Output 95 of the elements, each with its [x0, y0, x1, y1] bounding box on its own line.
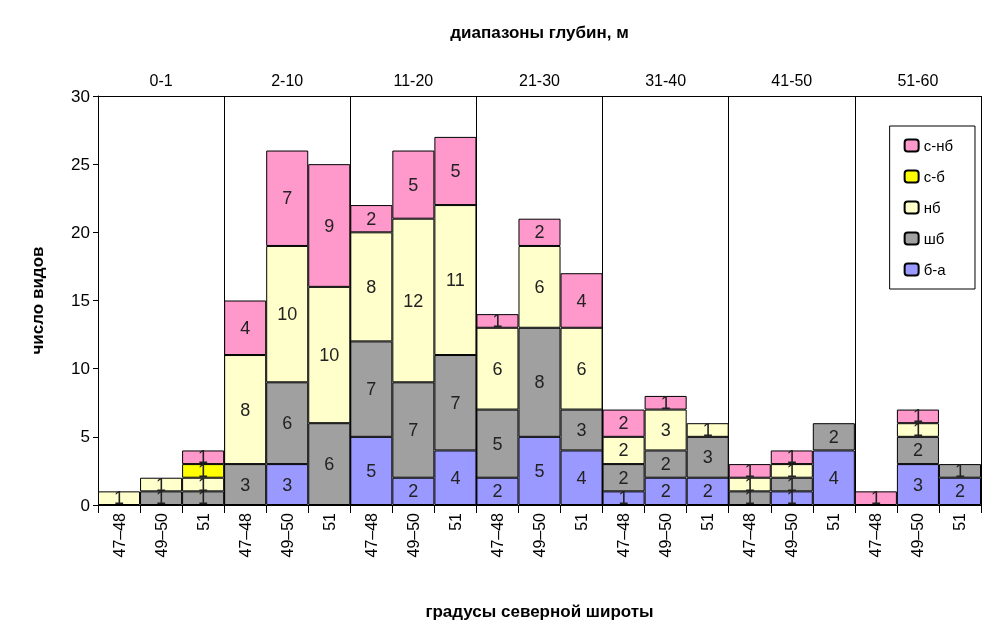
- x-tick-label: 49–50: [531, 512, 548, 558]
- data-label: 6: [324, 454, 335, 475]
- data-label: 8: [534, 372, 545, 393]
- data-label: 7: [282, 188, 293, 209]
- data-label: 5: [366, 460, 377, 481]
- x-tick-label: 47–48: [741, 512, 759, 558]
- y-axis-title: число видов: [28, 246, 47, 355]
- data-label: 5: [534, 460, 545, 481]
- data-label: 2: [912, 440, 923, 461]
- data-label: 2: [408, 481, 419, 502]
- y-tick-label: 20: [71, 222, 90, 242]
- data-label: 10: [319, 345, 340, 366]
- x-tick-label: 51: [699, 512, 717, 531]
- data-label: 2: [492, 481, 503, 502]
- data-label: 8: [366, 276, 377, 297]
- x-tick-label: 49–50: [152, 512, 170, 558]
- text: 11-20: [393, 71, 434, 89]
- data-label: 3: [282, 474, 293, 495]
- x-tick-label: 47–48: [488, 512, 506, 558]
- x-tick-label: 47–48: [867, 512, 885, 558]
- data-label: 3: [240, 474, 251, 495]
- data-label: 3: [702, 447, 713, 468]
- y-tick-label: 30: [71, 86, 90, 106]
- x-tick-label: 51: [194, 512, 212, 531]
- data-label: 3: [912, 474, 923, 495]
- data-label: 5: [492, 433, 503, 454]
- y-tick-label: 10: [71, 359, 90, 379]
- data-label: 1: [660, 392, 671, 413]
- data-label: 4: [576, 290, 587, 311]
- x-tick-label: 51: [446, 512, 464, 531]
- legend-label: шб: [923, 230, 945, 247]
- data-label: 8: [240, 399, 251, 420]
- data-label: 6: [492, 358, 503, 379]
- x-tick-label: 51: [573, 512, 591, 531]
- data-label: 6: [534, 276, 545, 297]
- data-label: 9: [324, 215, 335, 236]
- data-label: 2: [660, 454, 671, 475]
- data-label: 6: [576, 358, 587, 379]
- text: 41-50: [771, 71, 813, 89]
- data-label: 2: [618, 413, 629, 434]
- text: 51-60: [897, 71, 939, 89]
- y-tick-label: 0: [80, 495, 90, 515]
- legend-label: с-б: [923, 168, 945, 185]
- data-label: 4: [828, 467, 839, 488]
- data-label: 2: [702, 481, 713, 502]
- data-label: 2: [618, 467, 629, 488]
- data-label: 2: [534, 222, 545, 243]
- y-tick-label: 15: [71, 291, 90, 310]
- data-label: 1: [954, 460, 965, 481]
- data-label: 7: [366, 379, 377, 400]
- data-label: 6: [282, 413, 293, 434]
- data-label: 12: [403, 290, 424, 311]
- data-label: 2: [660, 481, 671, 502]
- x-tick-label: 49–50: [404, 512, 422, 558]
- x-tick-label: 51: [951, 512, 969, 531]
- data-label: 2: [618, 440, 629, 461]
- legend-label: нб: [923, 199, 941, 216]
- x-tick-label: 47–48: [362, 512, 380, 558]
- x-tick-label: 47–48: [236, 512, 254, 558]
- x2-axis-title: диапазоны глубин, м: [450, 23, 629, 42]
- y-tick-label: 5: [80, 427, 90, 447]
- x-tick-label: 49–50: [909, 512, 927, 558]
- data-label: 4: [576, 467, 587, 488]
- text: 2-10: [271, 71, 304, 89]
- legend-label: с-нб: [923, 137, 953, 154]
- x-tick-label: 49–50: [783, 512, 801, 558]
- data-label: 3: [660, 420, 671, 441]
- data-label: 5: [450, 160, 461, 181]
- data-label: 5: [408, 174, 419, 195]
- x-tick-label: 47–48: [110, 512, 128, 558]
- text: 31-40: [645, 71, 687, 89]
- data-label: 4: [240, 317, 251, 338]
- data-label: 2: [828, 426, 839, 447]
- text: 0-1: [149, 71, 173, 89]
- data-label: 1: [702, 420, 713, 441]
- x-axis-title: градусы северной широты: [425, 602, 654, 621]
- data-label: 10: [277, 304, 298, 325]
- legend-label: б-а: [923, 261, 947, 278]
- data-label: 3: [576, 420, 587, 441]
- y-tick-label: 25: [71, 154, 90, 174]
- x-tick-label: 51: [320, 512, 338, 531]
- data-label: 1: [114, 488, 125, 509]
- data-label: 4: [450, 467, 461, 488]
- data-label: 7: [408, 420, 419, 441]
- x-tick-label: 51: [825, 512, 843, 531]
- data-label: 7: [450, 392, 461, 413]
- text: 21-30: [519, 71, 561, 89]
- data-label: 1: [870, 488, 881, 509]
- x-tick-label: 47–48: [615, 512, 633, 558]
- x-tick-label: 49–50: [278, 512, 296, 558]
- data-label: 11: [446, 270, 465, 291]
- data-label: 2: [366, 208, 377, 229]
- data-label: 1: [618, 488, 629, 509]
- x-tick-label: 49–50: [657, 512, 675, 558]
- data-label: 2: [954, 481, 965, 502]
